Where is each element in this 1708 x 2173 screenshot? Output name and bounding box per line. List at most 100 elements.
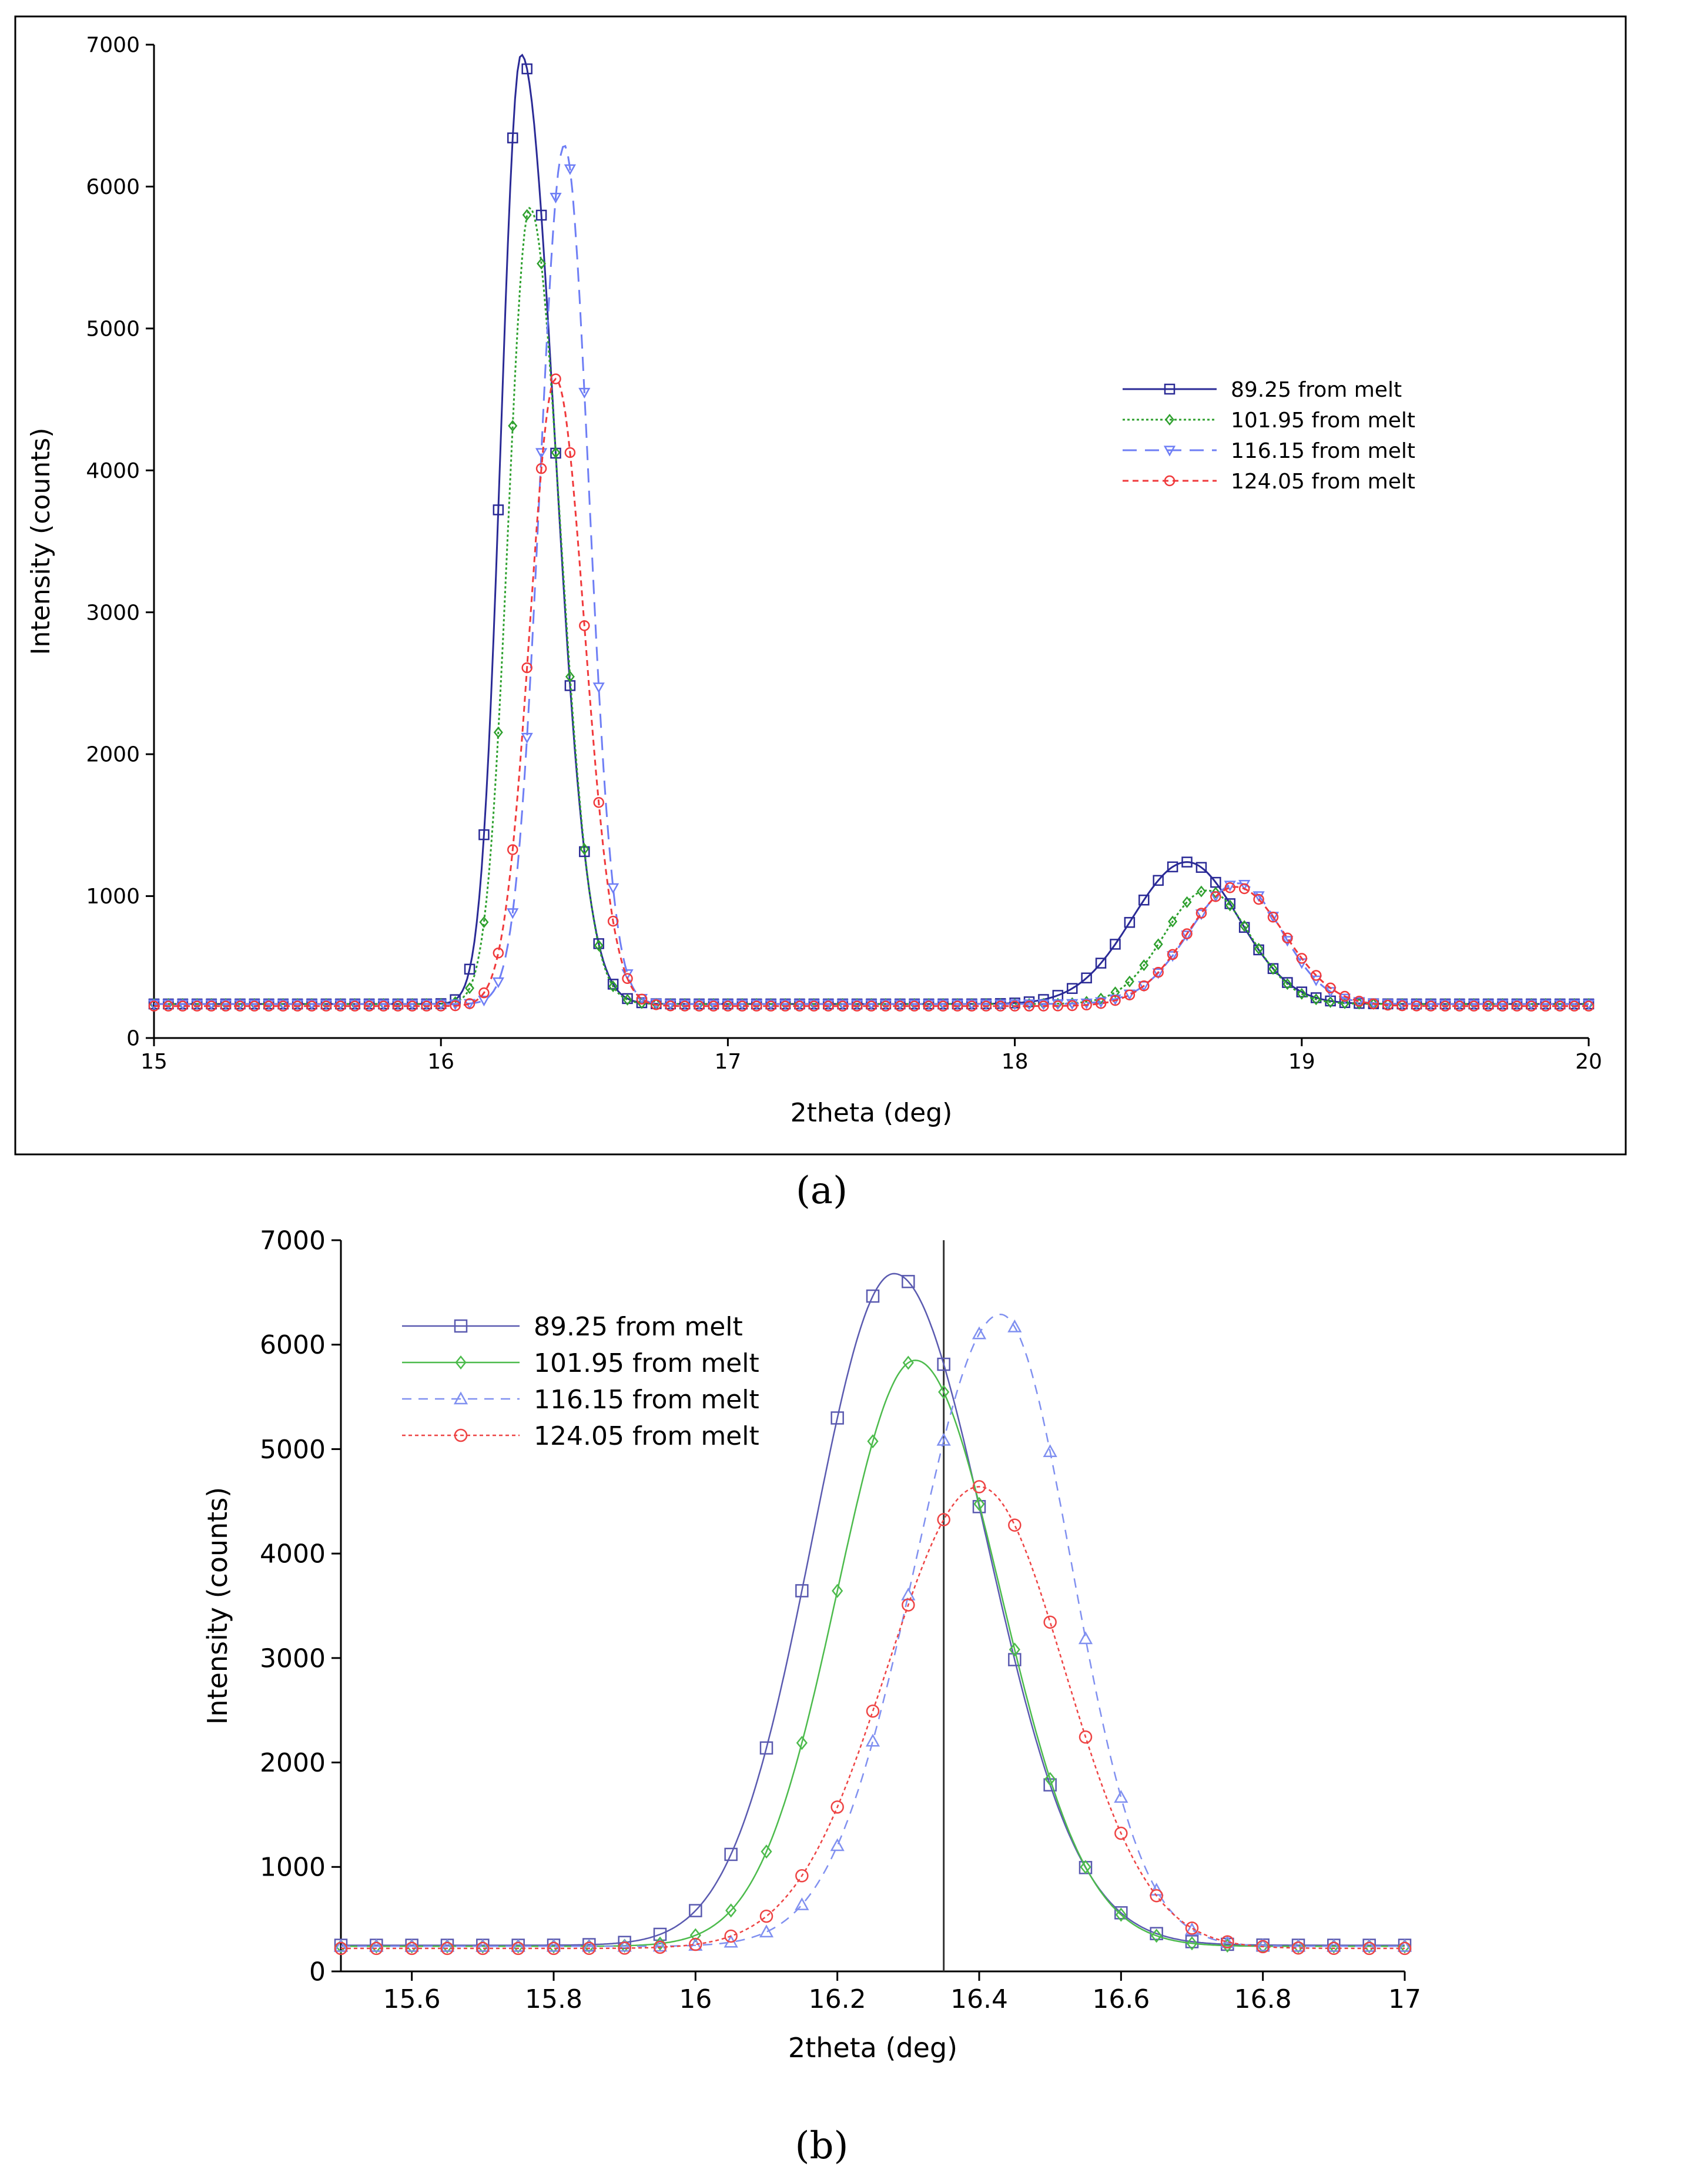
data-point — [1124, 917, 1136, 928]
data-point — [1186, 1936, 1198, 1951]
data-point — [1066, 1000, 1078, 1012]
data-point — [535, 448, 548, 459]
data-point — [263, 999, 275, 1010]
y-axis-label: Intensity (counts) — [202, 1487, 233, 1725]
data-point — [1291, 1938, 1306, 1952]
x-axis-label: 2theta (deg) — [788, 2032, 957, 2064]
data-point — [406, 999, 418, 1010]
data-point — [759, 1924, 774, 1938]
data-point — [306, 999, 318, 1010]
data-point — [148, 999, 160, 1010]
data-point — [1153, 875, 1164, 886]
data-point — [550, 373, 561, 384]
data-point — [1252, 891, 1265, 902]
data-point — [1196, 885, 1206, 898]
data-point — [1296, 953, 1308, 964]
y-tick-label: 7000 — [86, 34, 140, 58]
data-point — [689, 1937, 702, 1951]
data-point — [607, 979, 619, 990]
data-point — [235, 1000, 246, 1012]
data-point — [1439, 1000, 1451, 1012]
data-point — [334, 999, 347, 1010]
y-tick-label: 2000 — [86, 743, 140, 767]
data-point — [479, 916, 489, 928]
data-point — [219, 999, 232, 1010]
data-point — [521, 662, 533, 674]
data-point — [550, 192, 562, 204]
data-point — [866, 1289, 880, 1303]
x-tick-label: 15.8 — [525, 1984, 582, 2014]
data-point — [493, 726, 503, 739]
data-point — [547, 1941, 561, 1956]
data-point — [1554, 1000, 1566, 1012]
data-point — [579, 846, 590, 858]
data-point — [1425, 1000, 1436, 1012]
data-point — [1497, 1000, 1508, 1012]
data-point — [1327, 1941, 1341, 1956]
series-line — [154, 145, 1589, 1005]
data-point — [475, 1938, 490, 1952]
legend: 89.25 from melt 101.95 from melt 116.15 fr… — [402, 1312, 759, 1451]
x-tick-label: 16.6 — [1092, 1984, 1150, 2014]
data-point — [277, 999, 289, 1010]
data-point — [1411, 1000, 1422, 1012]
data-point — [794, 1000, 805, 1012]
data-point — [980, 1000, 992, 1012]
data-point — [1110, 995, 1121, 1006]
series-0 — [334, 1273, 1412, 1952]
data-point — [722, 999, 734, 1010]
data-point — [406, 1939, 418, 1954]
data-point — [1023, 1000, 1035, 1012]
data-point — [1297, 987, 1307, 1000]
data-point — [478, 987, 490, 999]
data-point — [952, 1000, 963, 1012]
legend-label-3: 124.05 from melt — [1231, 470, 1415, 494]
data-point — [1124, 975, 1134, 987]
y-tick-label: 4000 — [260, 1539, 326, 1569]
y-tick-label: 1000 — [86, 885, 140, 909]
data-point — [1268, 963, 1278, 975]
data-point — [693, 999, 705, 1010]
data-point — [1195, 909, 1208, 920]
data-point — [1096, 992, 1106, 1005]
data-point — [320, 1000, 332, 1012]
data-point — [1182, 896, 1192, 908]
data-point — [1282, 977, 1293, 988]
data-point — [306, 1000, 317, 1012]
data-point — [508, 420, 518, 432]
data-point — [837, 1000, 848, 1012]
data-point — [507, 132, 518, 143]
legend-label-3: 124.05 from melt — [534, 1421, 759, 1451]
data-point — [1115, 1907, 1127, 1922]
data-point — [830, 1800, 844, 1814]
data-point — [1396, 999, 1408, 1010]
data-point — [1153, 938, 1163, 950]
series-line — [341, 1313, 1405, 1947]
data-point — [1238, 922, 1250, 933]
data-point — [334, 1941, 348, 1956]
data-point — [880, 1000, 892, 1012]
data-point — [535, 209, 547, 221]
x-tick-label: 16.2 — [809, 1984, 866, 2014]
data-point — [378, 1000, 389, 1012]
data-point — [1311, 993, 1321, 1006]
data-point — [622, 993, 632, 1006]
data-point — [1325, 996, 1335, 1008]
data-point — [1482, 999, 1495, 1010]
data-point — [1468, 1000, 1479, 1012]
data-point — [823, 1000, 834, 1012]
series-line — [154, 53, 1589, 1005]
data-point — [1526, 1000, 1537, 1012]
data-point — [1255, 1938, 1270, 1951]
data-point — [1568, 999, 1580, 1010]
data-point — [618, 1941, 631, 1955]
data-point — [1325, 982, 1336, 994]
data-point — [511, 1938, 525, 1952]
data-point — [937, 1357, 950, 1371]
data-point — [679, 1000, 691, 1012]
data-point — [972, 1326, 987, 1340]
data-point — [320, 999, 333, 1010]
data-point — [1167, 949, 1178, 960]
data-point — [513, 1939, 524, 1954]
data-point — [793, 999, 806, 1010]
